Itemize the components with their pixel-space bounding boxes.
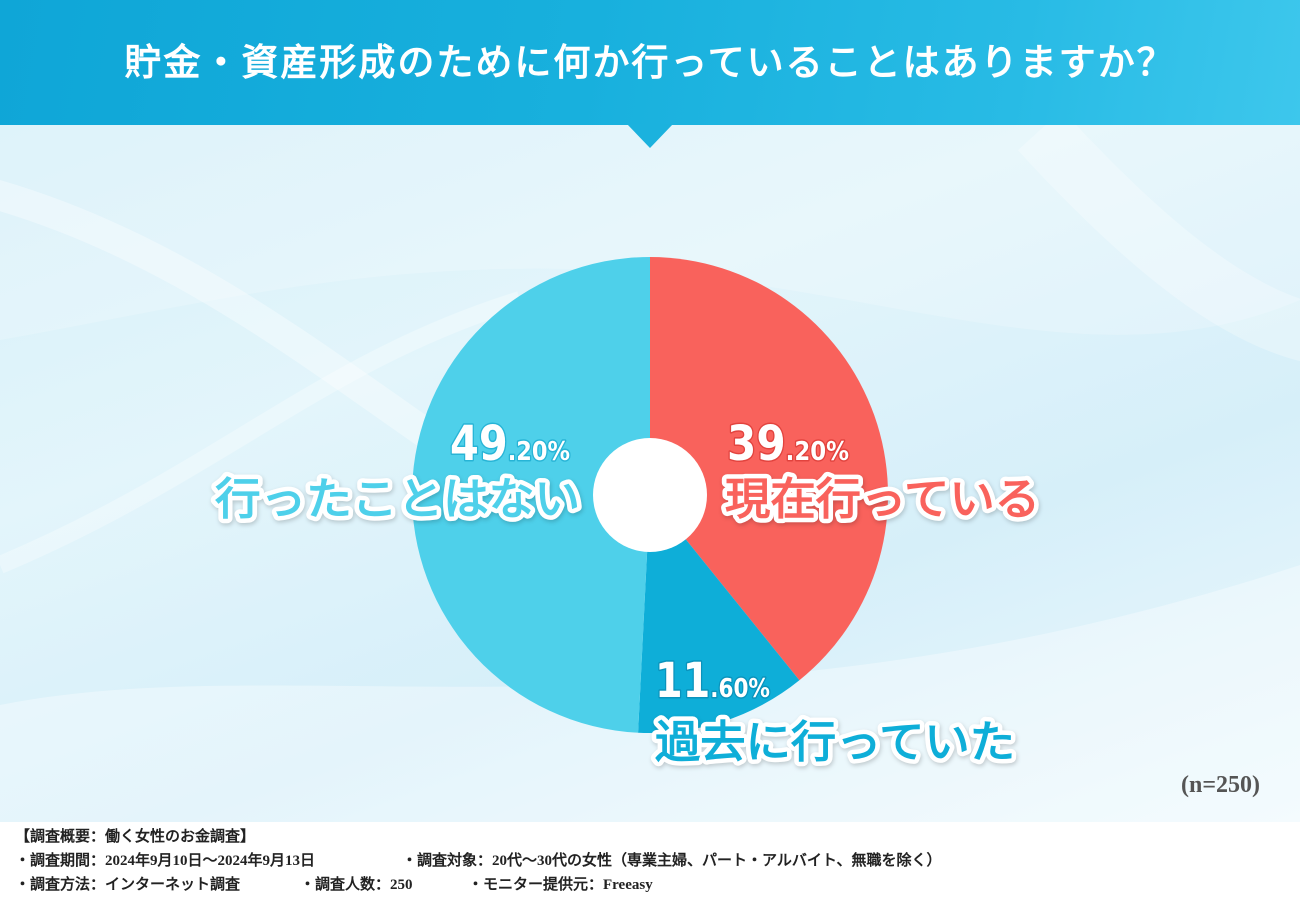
value-label-decimal: .60% [710,674,770,704]
value-label-integer: 49 [450,416,508,472]
survey-method: ・調査方法：インターネット調査 [15,877,241,893]
pie-slice-never-done [411,257,650,733]
chart-title: 貯金・資産形成のために何か行っていることはありますか？ [124,40,1176,84]
survey-footer: 【調査概要：働く女性のお金調査】 ・調査期間：2024年9月10日～2024年9… [0,822,1300,900]
pie-slice-currently-doing [650,257,889,681]
value-label-did-in-past: 11.60% [655,653,770,709]
background-swoosh [0,291,523,574]
survey-target: ・調査対象：20代～30代の女性（専業主婦、パート・アルバイト、無職を除く） [402,853,942,869]
survey-count: ・調査人数：250 [300,877,413,893]
value-label-decimal: .20% [786,437,849,467]
pie-slice-did-in-past [638,495,800,733]
value-label-currently-doing: 39.20% [727,416,849,472]
category-label-never-done: 行ったことはない [215,474,580,525]
value-label-integer: 11 [655,653,710,709]
donut-hole [593,438,707,552]
pie-slices [411,257,889,733]
header-pointer [627,124,673,148]
value-label-integer: 39 [727,416,786,472]
header-banner: 貯金・資産形成のために何か行っていることはありますか？ [0,0,1300,125]
category-label-currently-doing: 現在行っている [725,474,1040,525]
pie-chart: 49.20% 39.20% 11.60% 行ったことはない 現在行っている 過去… [215,257,1040,768]
value-label-never-done: 49.20% [450,416,570,472]
background-swoosh [1017,109,1300,361]
value-label-decimal: .20% [508,437,570,467]
background-swoosh [0,125,1300,340]
survey-panel-provider: ・モニター提供元：Freeasy [468,877,653,893]
survey-heading: 【調査概要：働く女性のお金調査】 [15,829,256,845]
survey-period: ・調査期間：2024年9月10日～2024年9月13日 [15,853,316,869]
sample-size-label: (n=250) [1180,772,1260,798]
category-label-did-in-past: 過去に行っていた [655,717,1015,768]
